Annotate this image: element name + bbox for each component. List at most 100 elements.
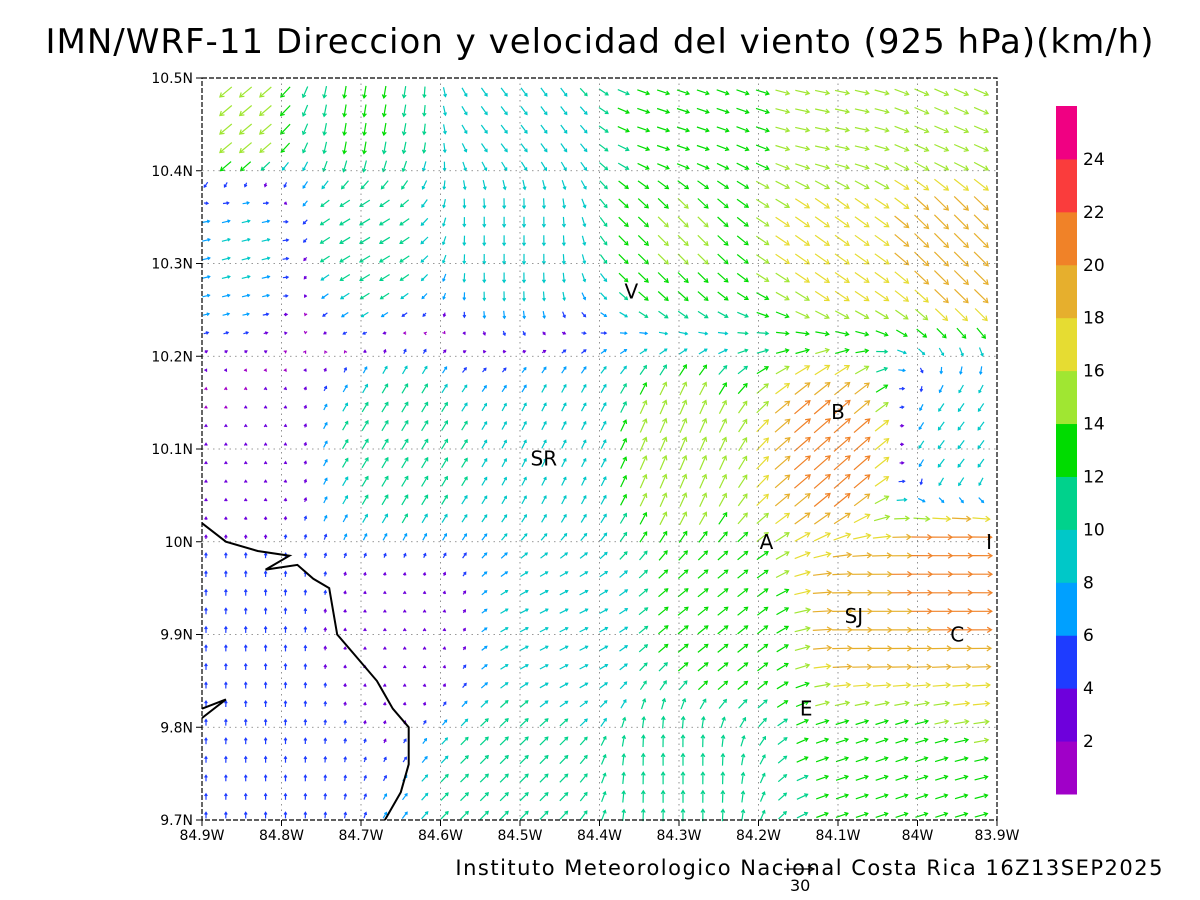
wind-arrow bbox=[380, 311, 389, 318]
wind-arrow bbox=[756, 569, 769, 579]
wind-arrow bbox=[224, 644, 228, 652]
wind-arrow bbox=[302, 238, 308, 243]
wind-arrow bbox=[678, 550, 689, 561]
y-tick-label: 9.7N bbox=[160, 813, 193, 829]
wind-arrow bbox=[461, 105, 468, 116]
wind-arrow bbox=[910, 570, 934, 578]
wind-arrow bbox=[833, 532, 852, 541]
wind-arrow bbox=[362, 104, 367, 118]
wind-arrow bbox=[600, 292, 608, 300]
wind-arrow bbox=[638, 644, 649, 653]
wind-arrow bbox=[381, 475, 389, 487]
wind-arrow bbox=[519, 736, 529, 746]
wind-arrow bbox=[977, 458, 985, 468]
place-label: SJ bbox=[845, 604, 864, 628]
wind-arrow bbox=[579, 571, 589, 578]
wind-arrow bbox=[322, 85, 328, 99]
wind-arrow bbox=[776, 700, 789, 708]
wind-arrow bbox=[461, 438, 468, 450]
wind-arrow bbox=[204, 774, 208, 782]
wind-arrow bbox=[659, 530, 668, 543]
wind-arrow bbox=[697, 550, 709, 561]
wind-arrow bbox=[343, 552, 347, 559]
wind-arrow bbox=[541, 216, 547, 228]
wind-arrow bbox=[263, 644, 268, 652]
wind-arrow bbox=[442, 143, 447, 154]
wind-arrow bbox=[677, 290, 689, 302]
wind-arrow bbox=[637, 216, 650, 228]
wind-arrow bbox=[795, 291, 810, 301]
wind-arrow bbox=[263, 792, 268, 800]
wind-arrow bbox=[223, 368, 228, 372]
wind-arrow bbox=[835, 348, 850, 354]
wind-arrow bbox=[499, 699, 509, 708]
wind-arrow bbox=[659, 454, 668, 471]
wind-arrow bbox=[814, 108, 831, 115]
wind-arrow bbox=[833, 681, 852, 689]
wind-arrow bbox=[815, 793, 830, 800]
wind-arrow bbox=[933, 270, 950, 286]
wind-arrow bbox=[343, 682, 347, 688]
wind-arrow bbox=[204, 516, 208, 520]
wind-arrow bbox=[481, 533, 488, 541]
wind-arrow bbox=[833, 455, 851, 471]
wind-arrow bbox=[855, 756, 869, 763]
wind-arrow bbox=[852, 663, 873, 671]
wind-arrow bbox=[973, 161, 990, 171]
wind-arrow bbox=[775, 216, 791, 227]
wind-arrow bbox=[853, 418, 871, 434]
wind-arrow bbox=[740, 771, 746, 784]
wind-arrow bbox=[978, 384, 984, 394]
wind-arrow bbox=[699, 381, 707, 396]
wind-arrow bbox=[361, 457, 369, 469]
wind-arrow bbox=[698, 530, 708, 543]
wind-arrow bbox=[680, 771, 686, 785]
wind-arrow bbox=[637, 126, 651, 133]
wind-arrow bbox=[660, 752, 666, 766]
wind-arrow bbox=[323, 719, 328, 726]
wind-arrow bbox=[402, 609, 407, 613]
wind-arrow bbox=[363, 756, 367, 763]
wind-arrow bbox=[401, 123, 407, 136]
wind-arrow bbox=[442, 161, 447, 172]
wind-arrow bbox=[559, 682, 569, 689]
wind-arrow bbox=[542, 291, 546, 302]
wind-arrow bbox=[460, 773, 469, 783]
wind-arrow bbox=[381, 160, 388, 173]
wind-arrow bbox=[898, 479, 906, 484]
wind-arrow bbox=[833, 492, 851, 507]
wind-arrow bbox=[559, 773, 569, 783]
wind-arrow bbox=[620, 474, 628, 488]
wind-arrow bbox=[282, 238, 290, 242]
wind-arrow bbox=[777, 737, 788, 745]
wind-arrow bbox=[361, 160, 367, 173]
wind-arrow bbox=[854, 89, 870, 96]
wind-arrow bbox=[243, 774, 248, 782]
wind-arrow bbox=[204, 497, 208, 502]
wind-arrow bbox=[480, 682, 489, 689]
wind-arrow bbox=[579, 810, 588, 820]
wind-arrow bbox=[383, 590, 387, 595]
wind-arrow bbox=[755, 180, 770, 189]
wind-arrow bbox=[931, 626, 953, 634]
wind-arrow bbox=[500, 571, 509, 577]
wind-arrow bbox=[914, 106, 930, 115]
wind-arrow bbox=[835, 737, 850, 744]
wind-arrow bbox=[677, 588, 689, 598]
wind-arrow bbox=[479, 791, 489, 802]
wind-arrow bbox=[872, 681, 892, 689]
wind-arrow bbox=[953, 178, 970, 191]
wind-arrow bbox=[480, 718, 489, 727]
wind-arrow bbox=[519, 627, 529, 633]
wind-arrow bbox=[519, 754, 529, 765]
wind-arrow bbox=[600, 349, 608, 354]
wind-arrow bbox=[937, 421, 945, 431]
wind-arrow bbox=[258, 105, 272, 117]
x-tick-label: 84.1W bbox=[815, 828, 860, 844]
wind-arrow bbox=[479, 773, 489, 783]
wind-arrow bbox=[815, 310, 830, 319]
wind-arrow bbox=[953, 162, 970, 171]
wind-arrow bbox=[540, 143, 548, 153]
wind-arrow bbox=[954, 288, 969, 304]
wind-arrow bbox=[359, 255, 371, 263]
